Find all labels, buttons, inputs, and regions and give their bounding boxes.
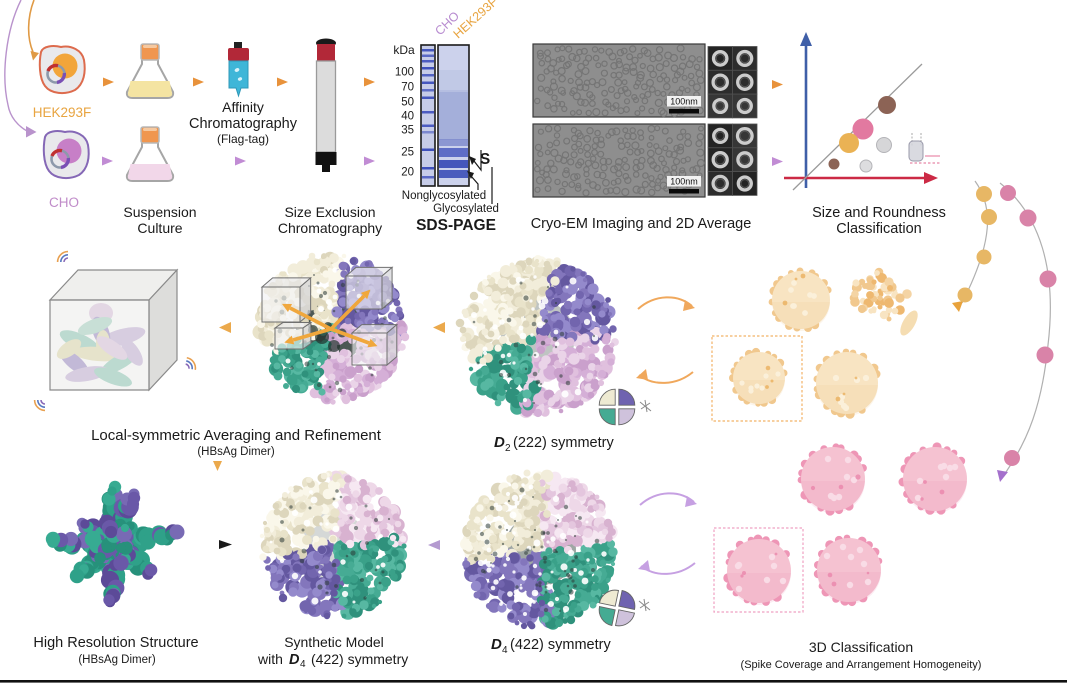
- svg-text:Size Exclusion: Size Exclusion: [284, 204, 375, 220]
- svg-text:HEK293F: HEK293F: [33, 105, 92, 120]
- svg-text:Cryo-EM Imaging and 2D Average: Cryo-EM Imaging and 2D Average: [531, 216, 752, 232]
- svg-text:D: D: [494, 434, 505, 451]
- svg-text:CHO: CHO: [49, 195, 79, 210]
- svg-text:(Spike Coverage and Arrangemen: (Spike Coverage and Arrangement Homogene…: [741, 659, 982, 671]
- svg-text:with: with: [257, 651, 283, 667]
- svg-text:Classification: Classification: [836, 221, 921, 237]
- svg-text:4: 4: [300, 659, 306, 670]
- svg-text:20: 20: [401, 167, 414, 179]
- svg-text:Synthetic Model: Synthetic Model: [284, 634, 384, 650]
- svg-text:S: S: [480, 151, 490, 168]
- svg-text:(Flag-tag): (Flag-tag): [217, 132, 269, 146]
- svg-text:kDa: kDa: [393, 43, 415, 57]
- svg-text:Suspension: Suspension: [123, 204, 196, 220]
- svg-text:Nonglycosylated: Nonglycosylated: [402, 190, 486, 202]
- svg-text:(422) symmetry: (422) symmetry: [311, 651, 408, 667]
- svg-text:100: 100: [395, 67, 414, 79]
- svg-text:4: 4: [502, 645, 508, 656]
- svg-text:40: 40: [401, 111, 414, 123]
- svg-text:(222) symmetry: (222) symmetry: [513, 435, 614, 451]
- svg-text:(HBsAg Dimer): (HBsAg Dimer): [197, 446, 274, 458]
- svg-text:Culture: Culture: [137, 220, 182, 236]
- svg-text:2: 2: [505, 443, 511, 454]
- svg-text:Local-symmetric Averaging and: Local-symmetric Averaging and Refinement: [91, 427, 382, 444]
- svg-text:(422) symmetry: (422) symmetry: [510, 637, 611, 653]
- svg-text:35: 35: [401, 125, 414, 137]
- svg-text:70: 70: [401, 82, 414, 94]
- svg-text:Affinity: Affinity: [222, 99, 264, 115]
- svg-text:SDS-PAGE: SDS-PAGE: [416, 217, 496, 234]
- svg-text:100nm: 100nm: [670, 177, 698, 187]
- svg-text:High Resolution Structure: High Resolution Structure: [33, 635, 198, 651]
- svg-text:25: 25: [401, 147, 414, 159]
- svg-text:D: D: [491, 636, 502, 653]
- svg-text:100nm: 100nm: [670, 97, 698, 107]
- svg-text:Glycosylated: Glycosylated: [433, 203, 499, 215]
- svg-text:3D Classification: 3D Classification: [809, 639, 913, 655]
- svg-text:Size and Roundness: Size and Roundness: [812, 205, 946, 221]
- svg-text:(HBsAg Dimer): (HBsAg Dimer): [78, 654, 155, 666]
- svg-text:50: 50: [401, 97, 414, 109]
- svg-text:Chromatography: Chromatography: [278, 220, 382, 236]
- svg-text:Chromatography: Chromatography: [189, 116, 298, 132]
- svg-text:D: D: [289, 652, 300, 668]
